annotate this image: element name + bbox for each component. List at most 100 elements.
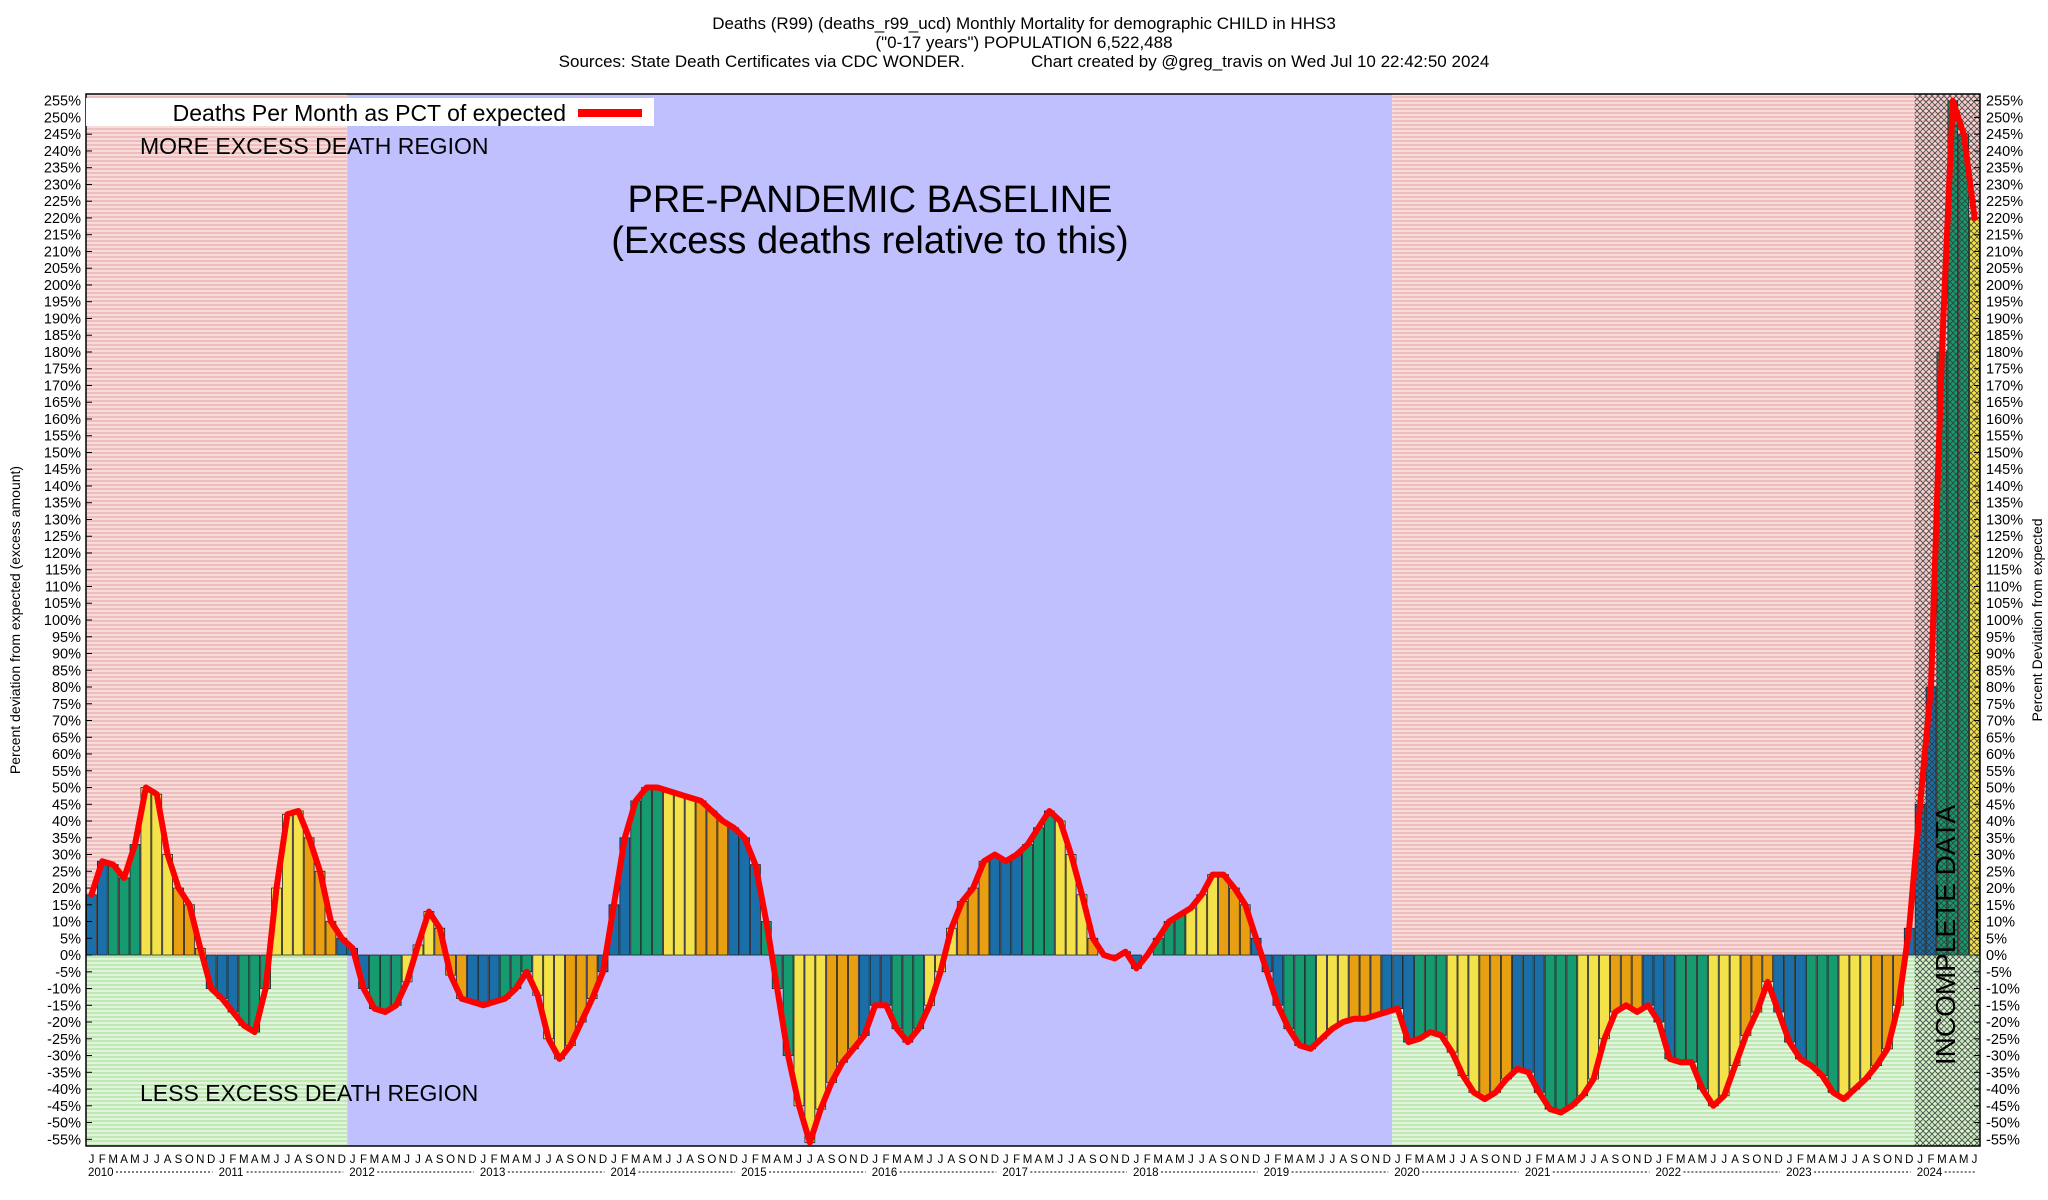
y-tick-label-left: 25% (52, 864, 81, 880)
y-tick-label-right: 205% (1986, 261, 2023, 277)
y-tick-label-right: 180% (1986, 345, 2023, 361)
x-tick-label: M (1545, 1154, 1555, 1166)
bar (1022, 844, 1033, 956)
y-axis-label-right: Percent Deviation from expected (2029, 518, 2045, 721)
x-tick-label: O (577, 1154, 586, 1166)
x-tick-label: A (294, 1154, 302, 1166)
bar (1697, 954, 1708, 1090)
region-baseline (347, 94, 1393, 1146)
x-tick-label: M (1023, 1154, 1033, 1166)
region-pre-above (86, 94, 348, 956)
bar (1610, 954, 1621, 1013)
x-tick-label: M (1676, 1154, 1686, 1166)
bar (641, 787, 652, 956)
x-tick-label: J (1460, 1154, 1466, 1166)
y-tick-label-left: 255% (44, 94, 81, 110)
x-tick-label: J (1003, 1154, 1009, 1166)
x-tick-label: S (958, 1154, 966, 1166)
x-tick-label: A (686, 1154, 694, 1166)
bar (826, 954, 837, 1083)
y-tick-label-left: -20% (47, 1015, 81, 1031)
y-tick-label-left: -55% (47, 1132, 81, 1148)
x-tick-label: O (1099, 1154, 1108, 1166)
x-tick-label: N (1241, 1154, 1249, 1166)
x-tick-label: A (1165, 1154, 1173, 1166)
x-tick-label: A (382, 1154, 390, 1166)
y-tick-label-left: -5% (55, 965, 81, 981)
y-tick-label-right: 25% (1986, 864, 2015, 880)
x-tick-label: A (1035, 1154, 1043, 1166)
x-tick-label: J (1264, 1154, 1270, 1166)
year-label: 2010 (88, 1167, 114, 1179)
y-tick-label-right: 80% (1986, 680, 2015, 696)
bar (989, 854, 1001, 956)
y-tick-label-right: 220% (1986, 211, 2023, 227)
y-tick-label-right: 75% (1986, 697, 2015, 713)
x-tick-label: S (175, 1154, 183, 1166)
y-tick-label-right: 155% (1986, 429, 2023, 445)
bar (488, 954, 500, 1003)
y-tick-label-left: 195% (44, 295, 81, 311)
x-tick-label: A (904, 1154, 912, 1166)
y-tick-label-right: 240% (1986, 144, 2023, 160)
bar (1174, 914, 1186, 956)
bar (902, 954, 914, 1043)
x-tick-label: J (1841, 1154, 1847, 1166)
y-tick-label-left: 40% (52, 814, 81, 830)
x-tick-label: M (391, 1154, 401, 1166)
x-tick-label: M (522, 1154, 532, 1166)
bar (837, 954, 848, 1063)
y-tick-label-left: 180% (44, 345, 81, 361)
x-tick-label: M (108, 1154, 118, 1166)
bar (967, 887, 979, 956)
x-tick-label: J (404, 1154, 410, 1166)
bar (1294, 954, 1306, 1046)
x-tick-label: F (229, 1154, 236, 1166)
legend: Deaths Per Month as PCT of expected (86, 98, 654, 126)
x-tick-label: J (938, 1154, 944, 1166)
y-tick-label-left: -35% (47, 1065, 81, 1081)
x-tick-label: J (1972, 1154, 1978, 1166)
x-tick-label: J (143, 1154, 149, 1166)
bar (1805, 954, 1817, 1066)
x-tick-label: F (883, 1154, 890, 1166)
x-tick-label: A (1688, 1154, 1696, 1166)
y-tick-label-left: -45% (47, 1099, 81, 1115)
y-tick-label-left: 170% (44, 378, 81, 394)
bar (663, 790, 674, 956)
bar (1011, 854, 1023, 956)
x-tick-label: F (1536, 1154, 1543, 1166)
y-tick-label-left: 115% (45, 563, 81, 579)
y-tick-label-right: 40% (1986, 814, 2015, 830)
bar (1414, 954, 1425, 1040)
bar (1707, 954, 1719, 1107)
bar (554, 954, 565, 1060)
x-tick-label: F (1144, 1154, 1151, 1166)
year-label: 2012 (349, 1167, 375, 1179)
x-tick-label: N (588, 1154, 596, 1166)
year-label: 2019 (1264, 1167, 1290, 1179)
y-tick-label-left: 210% (44, 244, 81, 260)
x-tick-label: J (872, 1154, 878, 1166)
year-label: 2015 (741, 1167, 767, 1179)
bar (292, 810, 304, 956)
x-tick-label: J (154, 1154, 160, 1166)
y-tick-label-right: 45% (1986, 797, 2015, 813)
year-label: 2018 (1133, 1167, 1159, 1179)
x-tick-label: D (1383, 1154, 1391, 1166)
x-tick-label: F (1405, 1154, 1412, 1166)
y-tick-label-left: 45% (52, 797, 81, 813)
x-tick-label: J (1710, 1154, 1716, 1166)
x-tick-label: A (1601, 1154, 1609, 1166)
x-tick-label: M (1415, 1154, 1425, 1166)
bar (1457, 954, 1469, 1077)
x-tick-label: N (849, 1154, 857, 1166)
bar (848, 954, 859, 1050)
x-tick-label: S (1220, 1154, 1228, 1166)
bar (1522, 954, 1534, 1073)
y-tick-label-left: 200% (44, 278, 81, 294)
x-tick-label: F (360, 1154, 367, 1166)
y-tick-label-right: 255% (1986, 94, 2023, 110)
bar (1185, 907, 1197, 956)
x-tick-label: J (284, 1154, 290, 1166)
